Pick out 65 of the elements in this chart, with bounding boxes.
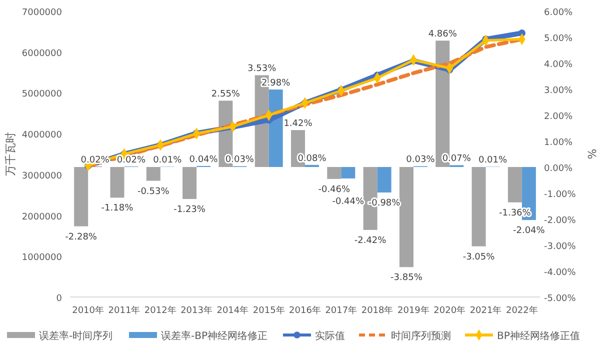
data-label: 2.55% [211,90,240,100]
data-label: -0.44% [332,196,365,207]
x-tick-label: 2018年 [361,305,394,316]
y-tick-label: 7000000 [22,8,62,18]
y2-tick-label: -4.00% [544,268,576,278]
data-label: -3.05% [462,252,496,262]
data-label: -1.18% [101,204,134,214]
y2-tick-label: 2.00% [544,112,574,122]
y-tick-label: 4000000 [22,130,62,141]
x-tick-label: 2020年 [434,305,466,316]
data-label: 0.03% [406,155,436,166]
legend-label: BP神经网络修正值 [497,330,580,342]
y2-tick-label: -2.00% [544,216,576,226]
y2-tick-label: 5.00% [544,34,574,44]
data-label: -1.23% [174,204,206,215]
data-label: 0.07% [442,154,472,164]
y-tick-label: 2000000 [22,212,62,222]
x-tick-label: 2013年 [180,305,212,316]
data-label: -0.46% [318,184,351,195]
x-tick-label: 2016年 [289,305,321,316]
y-tick-label: 1000000 [22,253,62,264]
y2-tick-label: -1.00% [544,190,576,200]
x-tick-label: 2021年 [470,305,502,316]
data-label: 0.04% [189,154,218,165]
data-label: 4.86% [428,30,458,40]
data-label: -3.85% [390,273,423,284]
legend-label: 误差率-时间序列 [39,330,113,342]
y2-tick-label: 0.00% [544,164,574,174]
data-label: -0.53% [137,186,170,197]
data-label: 1.42% [284,119,313,130]
data-label: 0.02% [116,155,146,166]
y-tick-label: 5000000 [22,90,62,100]
y2-tick-label: 4.00% [544,60,574,70]
data-label: 2.98% [262,78,291,89]
x-tick-label: 2014年 [216,305,249,316]
y2-tick-label: -5.00% [544,294,576,304]
y2-tick-label: 3.00% [544,86,574,96]
x-tick-label: 2011年 [108,305,140,316]
y2-tick-label: 1.00% [544,138,574,148]
data-label: -2.42% [354,236,387,246]
x-tick-label: 2015年 [252,305,285,316]
y2-tick-label: -3.00% [544,242,576,252]
x-tick-label: 2017年 [325,305,358,316]
data-label: 0.01% [153,156,182,166]
y-axis-title: 万千瓦时 [4,132,17,176]
x-tick-label: 2019年 [398,305,430,316]
x-tick-label: 2022年 [506,305,538,316]
data-label: 0.03% [225,155,254,166]
data-label: -0.98% [368,198,401,208]
y-tick-label: 6000000 [22,48,62,59]
y2-tick-label: 6.00% [544,8,574,18]
data-label: 0.01% [478,156,508,166]
data-label: 0.02% [80,155,110,166]
x-tick-label: 2010年 [72,305,104,316]
y2-axis-title: % [585,148,598,160]
y-tick-label: 3000000 [22,171,62,182]
legend-label: 实际值 [315,330,345,342]
y-tick-label: 0 [56,294,62,304]
data-label: 0.08% [298,154,327,164]
data-label: -2.04% [513,226,546,236]
data-label: 3.53% [248,64,277,74]
legend-label: 时间序列预测 [391,330,451,342]
x-tick-label: 2012年 [144,305,176,316]
data-label: -2.28% [65,232,98,242]
legend-label: 误差率-BP神经网络修正 [161,330,268,342]
